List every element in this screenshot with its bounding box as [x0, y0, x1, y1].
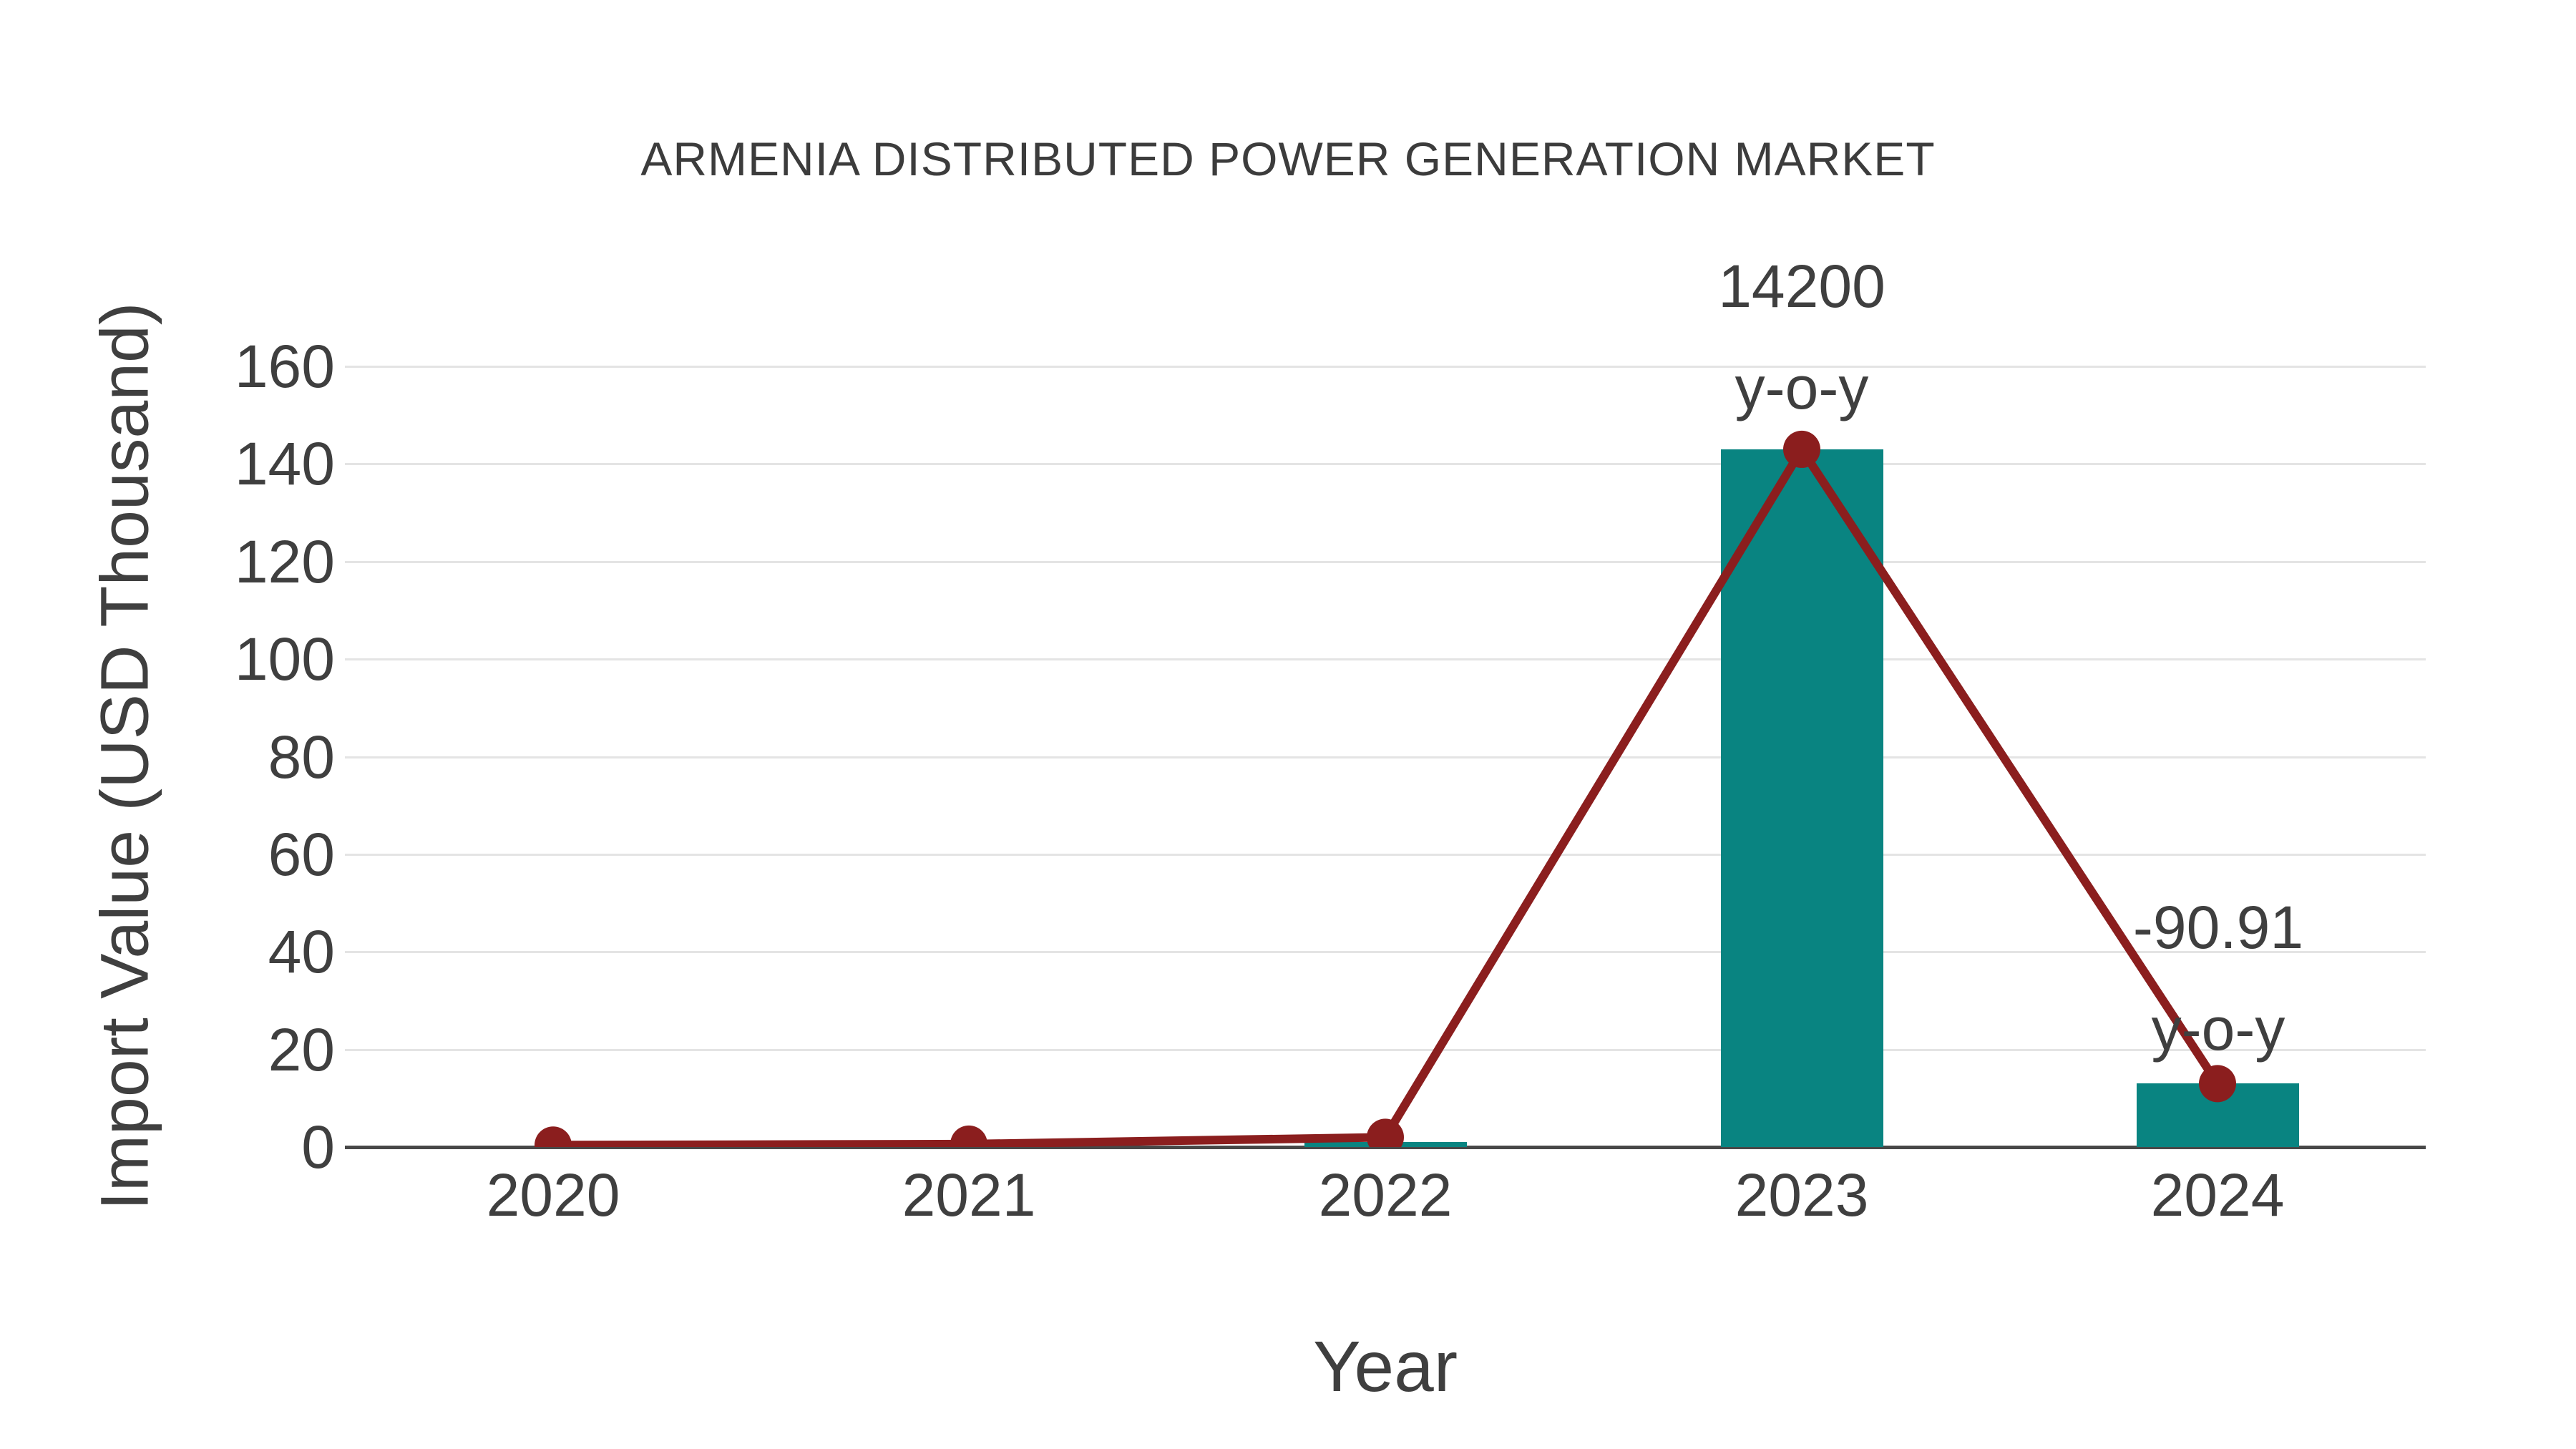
x-tick-label-2024: 2024 [2150, 1161, 2285, 1229]
gridline-140 [345, 463, 2426, 466]
x-tick-label-2020: 2020 [486, 1161, 620, 1229]
annotation-2024-value: -90.91 [2132, 894, 2304, 961]
annotation-2023-label: y-o-y [1735, 354, 1869, 421]
gridline-60 [345, 853, 2426, 856]
y-axis-title: Import Value (USD Thousand) [87, 302, 163, 1211]
trend-line-plot [535, 430, 2236, 1147]
y-tick-label-160: 160 [234, 333, 335, 400]
trend-marker-2023 [1783, 430, 1820, 468]
x-axis-title: Year [1312, 1327, 1458, 1407]
y-tick-label-40: 40 [268, 918, 335, 986]
gridline-20 [345, 1048, 2426, 1051]
annotation-2024-label: y-o-y [2151, 995, 2285, 1063]
y-tick-label-0: 0 [301, 1113, 335, 1181]
chart-title: ARMENIA DISTRIBUTED POWER GENERATION MAR… [640, 132, 1936, 185]
y-tick-label-120: 120 [234, 527, 335, 595]
gridline-40 [345, 951, 2426, 954]
gridline-100 [345, 658, 2426, 661]
x-tick-label-2022: 2022 [1318, 1161, 1453, 1229]
x-tick-label-2023: 2023 [1735, 1161, 1869, 1229]
bar-2023 [1720, 449, 1883, 1147]
x-tick-label-2021: 2021 [902, 1161, 1036, 1229]
trend-marker-2020 [535, 1126, 572, 1147]
y-tick-label-100: 100 [234, 625, 335, 693]
trend-marker-2021 [950, 1125, 987, 1147]
annotation-2023-value: 14200 [1718, 253, 1885, 320]
y-tick-label-140: 140 [234, 430, 335, 498]
trend-marker-2024 [2199, 1065, 2236, 1103]
x-axis-line [345, 1146, 2426, 1149]
y-tick-label-60: 60 [268, 820, 335, 888]
trend-marker-2022 [1367, 1118, 1404, 1147]
gridline-120 [345, 560, 2426, 563]
y-tick-label-20: 20 [268, 1015, 335, 1083]
gridline-80 [345, 756, 2426, 758]
y-tick-label-80: 80 [268, 723, 335, 791]
gridline-160 [345, 366, 2426, 368]
